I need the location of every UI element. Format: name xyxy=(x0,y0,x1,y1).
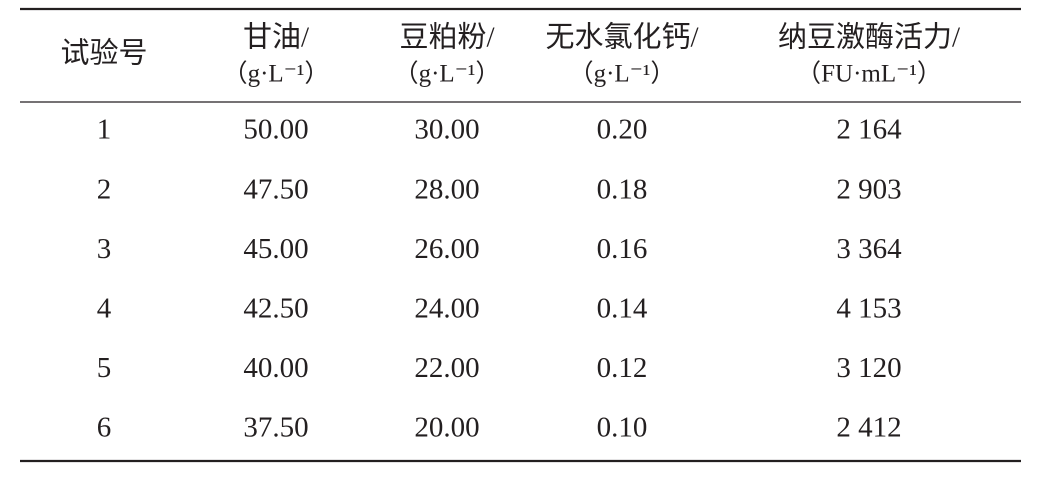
table-cell: 4 153 xyxy=(836,292,901,324)
table-cell: 28.00 xyxy=(414,173,479,205)
table-cell: 3 364 xyxy=(836,233,902,265)
header-unit: （g·L⁻¹） xyxy=(569,60,676,88)
table-cell: 0.20 xyxy=(597,114,648,146)
table-cell: 0.12 xyxy=(597,352,648,384)
header-cell: 甘油/ xyxy=(243,21,310,54)
table-cell: 0.10 xyxy=(597,412,648,444)
header-cell: 豆粕粉/ xyxy=(399,21,495,54)
table-cell: 5 xyxy=(97,352,112,384)
table-cell: 42.50 xyxy=(243,292,308,324)
table-cell: 0.18 xyxy=(597,173,648,205)
table-cell: 20.00 xyxy=(414,412,479,444)
table-cell: 30.00 xyxy=(414,114,479,146)
table-cell: 47.50 xyxy=(243,173,308,205)
table-cell: 3 xyxy=(97,233,112,265)
table-cell: 24.00 xyxy=(414,292,479,324)
table-cell: 37.50 xyxy=(243,412,308,444)
table-cell: 22.00 xyxy=(414,352,479,384)
header-cell: 无水氯化钙/ xyxy=(545,21,699,54)
table-cell: 1 xyxy=(97,114,112,146)
header-unit: （g·L⁻¹） xyxy=(223,60,330,88)
header-unit: （g·L⁻¹） xyxy=(394,60,501,88)
header-cell: 纳豆激酶活力/ xyxy=(778,21,961,54)
table-cell: 6 xyxy=(97,412,112,444)
table-cell: 26.00 xyxy=(414,233,479,265)
header-cell: 试验号 xyxy=(60,37,147,70)
table-cell: 45.00 xyxy=(243,233,308,265)
table-cell: 0.16 xyxy=(597,233,648,265)
table-cell: 40.00 xyxy=(243,352,308,384)
table-cell: 2 903 xyxy=(836,173,901,205)
table-cell: 4 xyxy=(97,292,112,324)
table-cell: 3 120 xyxy=(836,352,901,384)
table-cell: 2 xyxy=(97,173,112,205)
table-cell: 0.14 xyxy=(597,292,648,324)
table-cell: 50.00 xyxy=(243,114,308,146)
header-unit: （FU·mL⁻¹） xyxy=(796,60,942,88)
table-cell: 2 412 xyxy=(836,412,901,444)
table-cell: 2 164 xyxy=(836,114,902,146)
